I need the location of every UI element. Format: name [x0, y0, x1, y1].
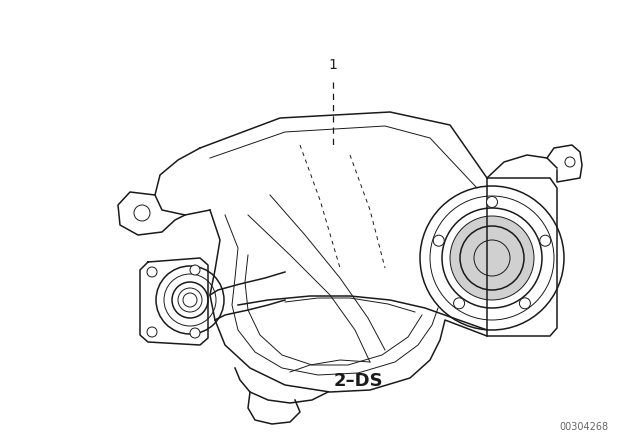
Circle shape — [454, 298, 465, 309]
Circle shape — [134, 205, 150, 221]
Circle shape — [147, 327, 157, 337]
Circle shape — [190, 265, 200, 275]
Circle shape — [190, 328, 200, 338]
Circle shape — [486, 197, 497, 207]
Text: 1: 1 — [328, 58, 337, 72]
Circle shape — [565, 157, 575, 167]
Circle shape — [147, 267, 157, 277]
Circle shape — [450, 216, 534, 300]
Text: 2–DS: 2–DS — [333, 372, 383, 390]
Circle shape — [520, 298, 531, 309]
Text: 00304268: 00304268 — [559, 422, 608, 432]
Circle shape — [433, 235, 444, 246]
Circle shape — [540, 235, 551, 246]
